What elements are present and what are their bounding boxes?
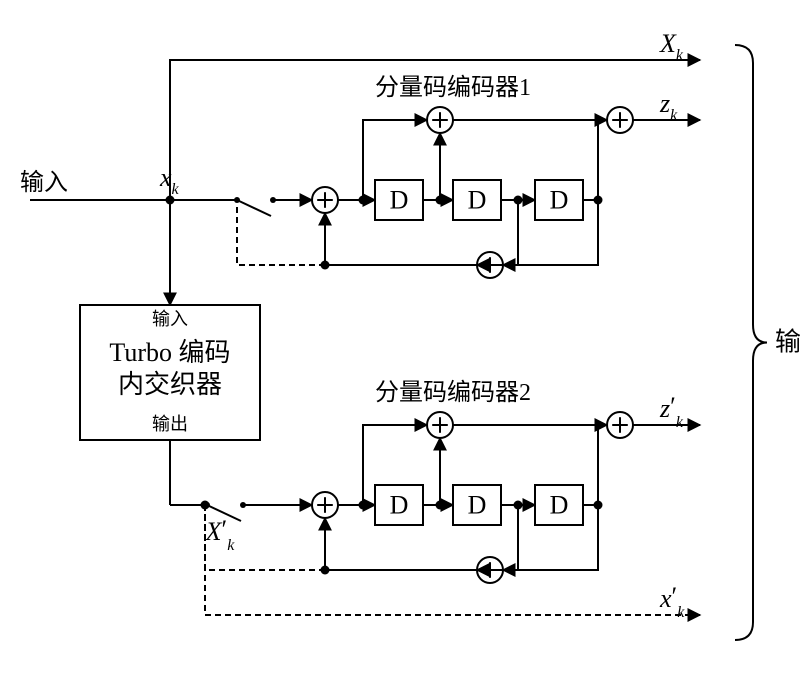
turbo-encoder-diagram: 输入xkXk分量码编码器1DDDzk输入Turbo 编码内交织器输出X′k分量码… <box>0 0 800 673</box>
interleaver-out-label: 输出 <box>152 414 188 434</box>
delay-box: D <box>390 186 409 215</box>
delay-box: D <box>550 186 569 215</box>
interleaver-line1: Turbo 编码 <box>109 338 230 367</box>
delay-box: D <box>468 491 487 520</box>
encoder1-title: 分量码编码器1 <box>375 74 531 101</box>
input-label: 输入 <box>20 169 68 196</box>
output-brace <box>735 45 767 640</box>
interleaver-in-label: 输入 <box>152 309 188 329</box>
xk-output-symbol: Xk <box>659 29 684 64</box>
delay-box: D <box>550 491 569 520</box>
delay-box: D <box>468 186 487 215</box>
interleaver-line2: 内交织器 <box>118 370 222 399</box>
delay-box: D <box>390 491 409 520</box>
output-label: 输出 <box>775 328 800 357</box>
xk-prime-output-symbol: x′k <box>659 582 685 621</box>
zk-output-symbol: zk <box>659 89 678 124</box>
xk-prime-in-symbol: X′k <box>205 515 236 554</box>
encoder2-title: 分量码编码器2 <box>375 379 531 406</box>
